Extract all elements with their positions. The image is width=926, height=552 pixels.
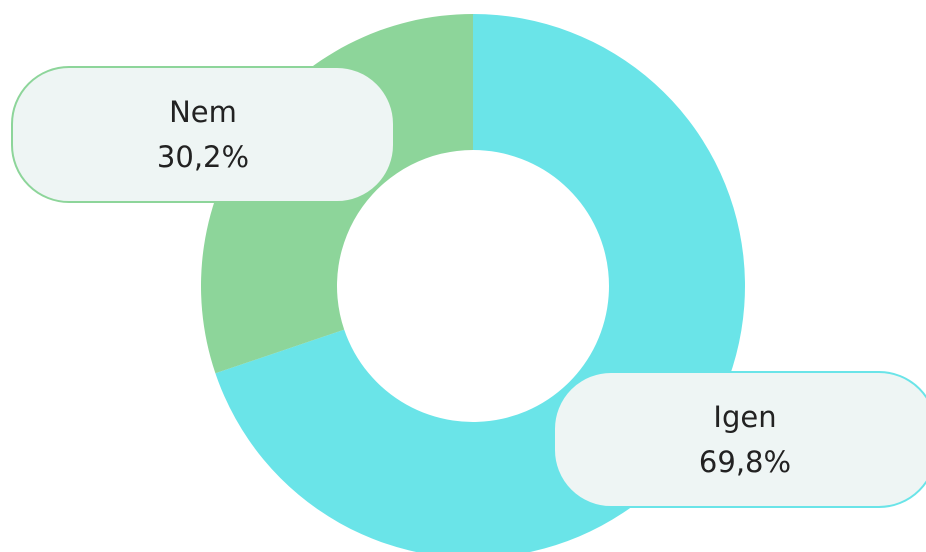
data-label-igen-value: 69,8% [698, 444, 792, 479]
data-label-igen-category: Igen [713, 399, 777, 434]
data-label-igen: Igen 69,8% [553, 371, 926, 508]
data-label-nem-value: 30,2% [156, 139, 250, 174]
data-label-nem-category: Nem [169, 94, 237, 129]
data-label-nem: Nem 30,2% [11, 66, 395, 203]
